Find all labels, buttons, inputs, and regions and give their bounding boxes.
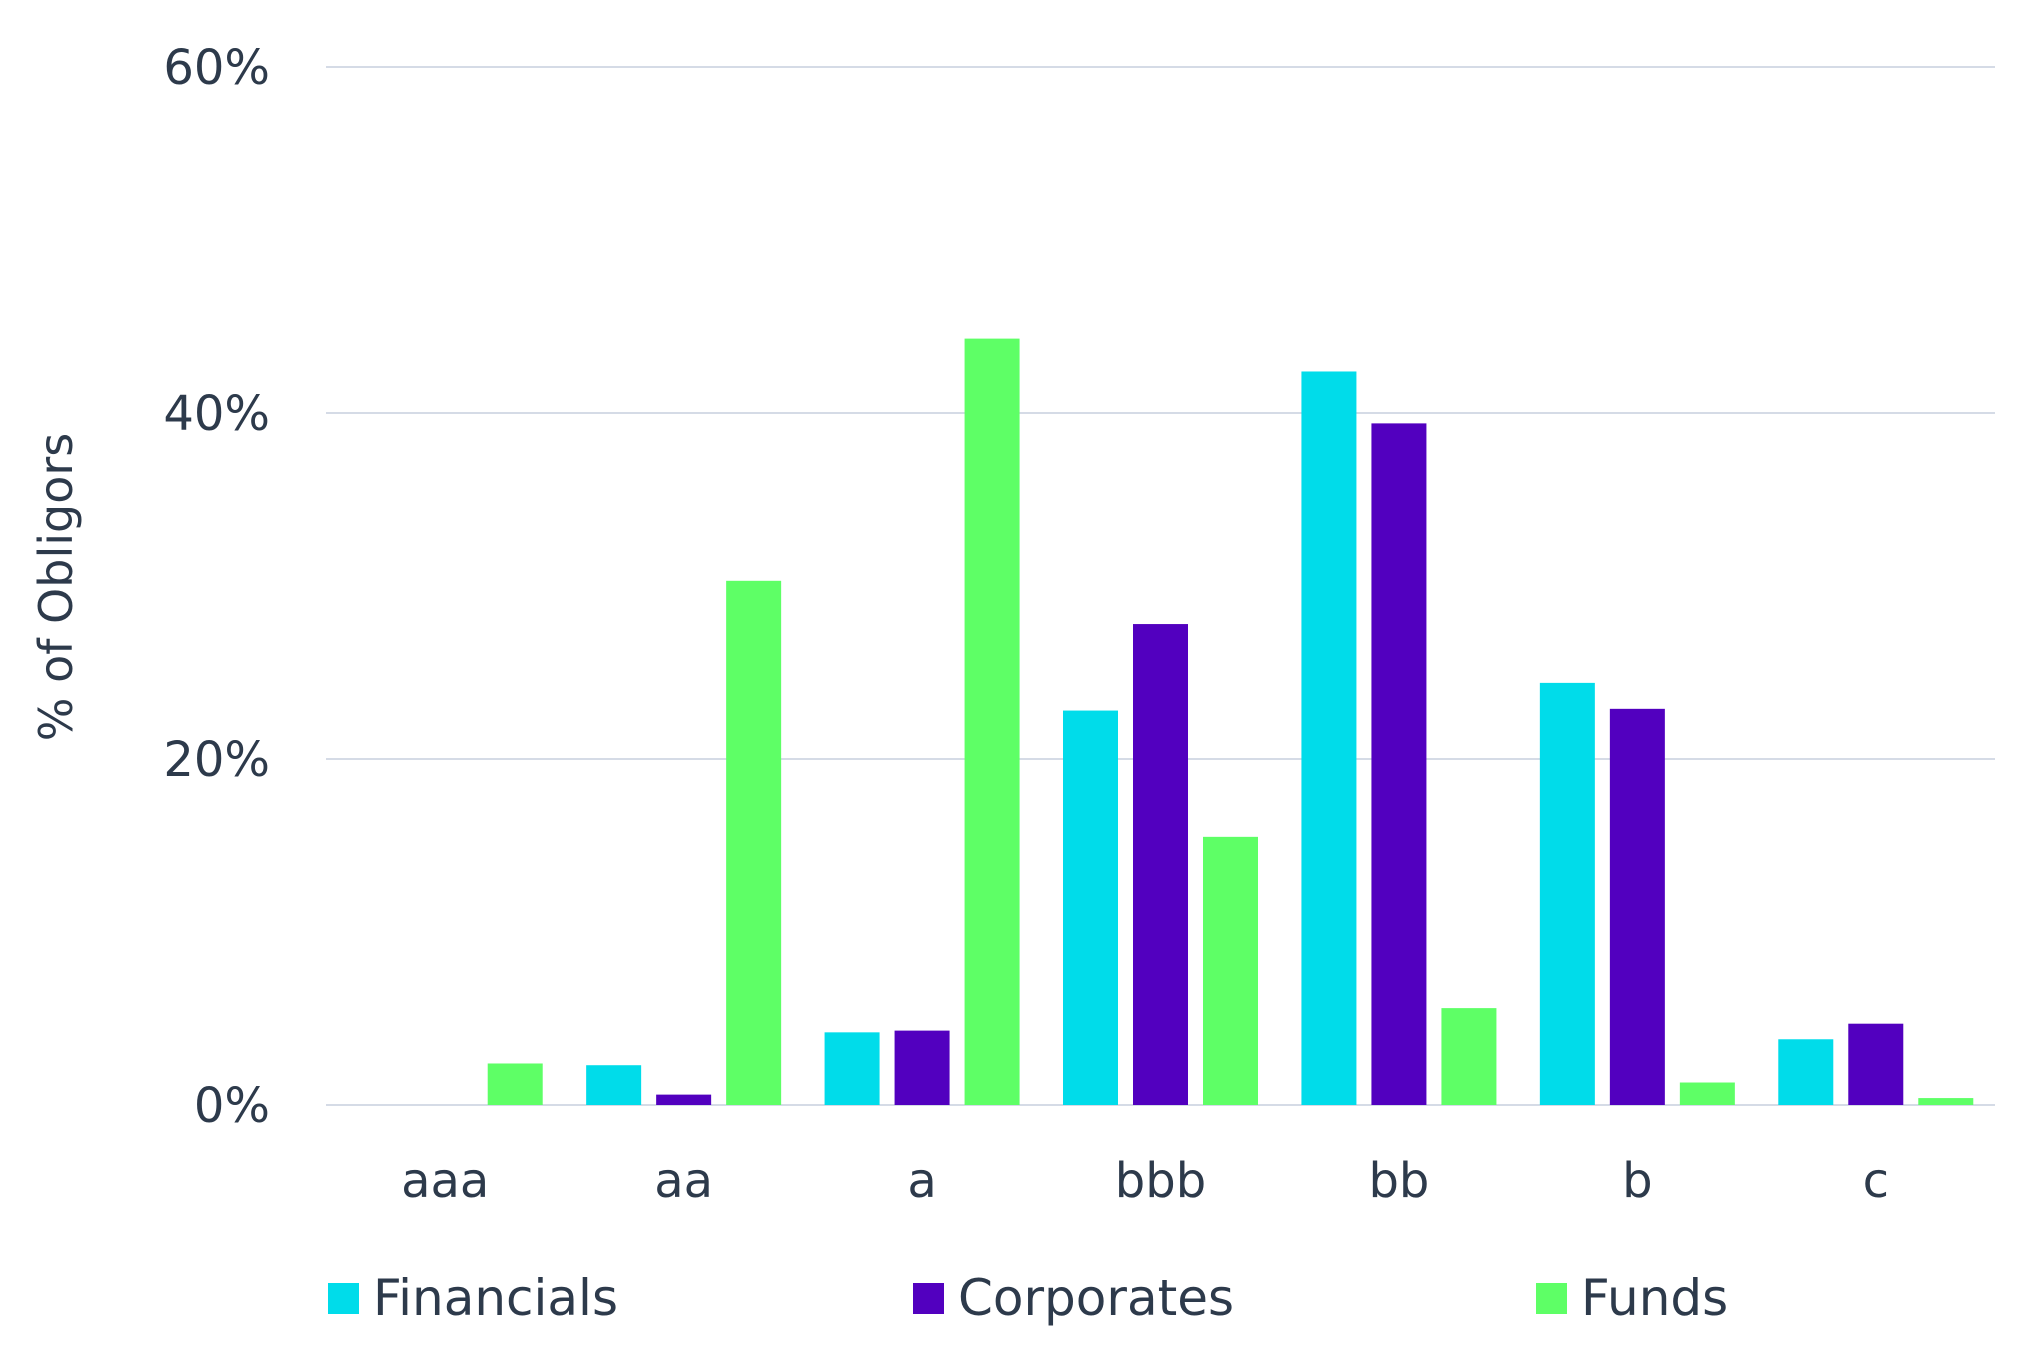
bar-corporates-c [1848,1023,1904,1105]
x-axis-ticks: aaa aa a bbb bb b c [401,1153,1889,1209]
bar-funds-a [964,338,1020,1105]
x-tick-label: b [1622,1153,1652,1209]
bar-financials-bb [1301,371,1357,1106]
x-tick-label: bbb [1115,1153,1206,1209]
y-tick-label: 40% [163,386,270,442]
bars [487,338,1974,1106]
bar-financials-b [1539,682,1595,1105]
bar-financials-bbb [1063,710,1118,1105]
legend-swatch-corporates [913,1283,944,1314]
bar-funds-c [1918,1098,1974,1105]
bar-funds-bb [1441,1008,1497,1105]
bar-funds-b [1679,1082,1735,1105]
y-tick-label: 20% [163,732,270,788]
bar-corporates-bbb [1133,624,1188,1105]
bar-funds-aaa [487,1063,543,1105]
legend-swatch-funds [1536,1283,1567,1314]
legend: Financials Corporates Funds [328,1269,1728,1327]
bar-corporates-bb [1371,423,1427,1105]
x-tick-label: c [1863,1153,1889,1209]
y-tick-label: 60% [163,40,270,96]
bar-corporates-aa [656,1094,712,1105]
bar-corporates-b [1609,708,1665,1105]
x-tick-label: bb [1368,1153,1429,1209]
y-axis-title: % of Obligors [29,433,83,741]
x-tick-label: a [907,1153,936,1209]
y-axis-ticks: 0% 20% 40% 60% [163,40,270,1134]
bar-financials-aa [586,1065,642,1105]
x-tick-label: aa [654,1153,713,1209]
bar-corporates-a [894,1030,950,1105]
x-tick-label: aaa [401,1153,489,1209]
legend-label-corporates: Corporates [958,1269,1234,1327]
y-tick-label: 0% [194,1078,270,1134]
bar-funds-bbb [1203,836,1258,1105]
legend-label-funds: Funds [1581,1269,1728,1327]
bar-financials-c [1778,1039,1834,1105]
legend-swatch-financials [328,1283,359,1314]
bar-funds-aa [726,580,782,1105]
bar-financials-a [824,1032,880,1105]
legend-label-financials: Financials [373,1269,618,1327]
